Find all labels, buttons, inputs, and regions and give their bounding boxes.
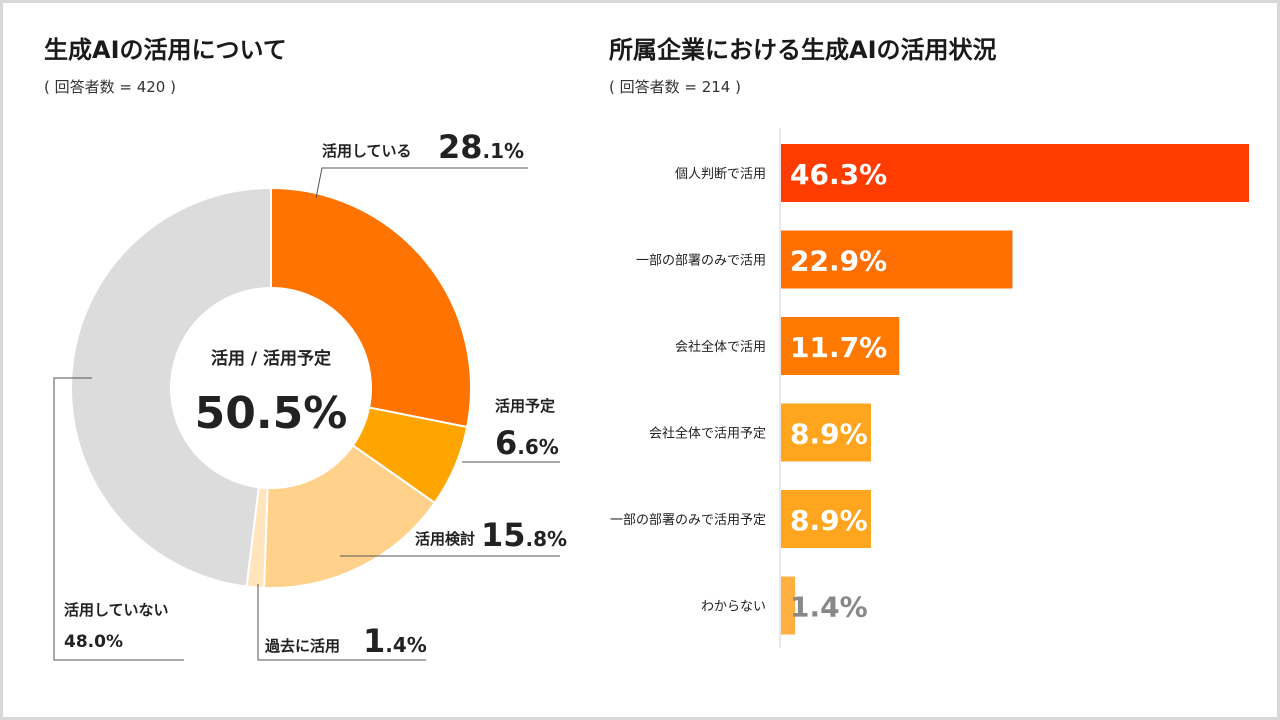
slice-value-4: 48.0% [64, 632, 123, 652]
right-chart-title: 所属企業における生成AIの活用状況 [609, 36, 997, 64]
slice-value-1: 6.6% [495, 424, 559, 462]
bar-value-label-0: 46.3% [790, 158, 887, 191]
slice-value-2: 15.8% [481, 516, 567, 554]
slice-label-3: 過去に活用 [264, 637, 340, 655]
bar-category-label-5: わからない [701, 600, 766, 615]
slice-label-2: 活用検討 [415, 530, 475, 548]
bar-5 [781, 576, 796, 635]
bar-value-label-4: 8.9% [790, 504, 868, 537]
bar-value-label-5: 1.4% [790, 591, 868, 624]
bar-category-label-0: 個人判断で活用 [675, 167, 766, 182]
donut-chart: 活用 / 活用予定 50.5% 活用している 28.1% 活用予定 6.6% 活用検討 15.… [53, 128, 567, 661]
left-chart-title: 生成AIの活用について [44, 36, 287, 64]
slice-value-3: 1.4% [363, 622, 427, 660]
bar-0 [781, 144, 1249, 202]
bar-2 [781, 317, 900, 375]
leader-line-0 [315, 167, 528, 199]
bar-value-label-2: 11.7% [790, 331, 887, 364]
bar-category-label-1: 一部の部署のみで活用 [636, 254, 766, 269]
bar-1 [781, 230, 1013, 289]
leader-line-4 [53, 377, 184, 661]
leader-line-3 [257, 584, 426, 661]
donut-slice-4 [69, 186, 272, 588]
slice-label-0: 活用している [322, 142, 412, 160]
left-respondents: ( 回答者数 = 420 ) [44, 78, 176, 96]
bar-value-label-1: 22.9% [790, 245, 887, 278]
bar-category-label-2: 会社全体で活用 [675, 339, 766, 355]
donut-slice-0 [270, 186, 472, 429]
bar-3 [781, 403, 871, 462]
donut-center-value: 50.5% [195, 388, 348, 439]
donut-center-label: 活用 / 活用予定 [211, 348, 331, 369]
slice-label-1: 活用予定 [495, 397, 555, 415]
bar-4 [781, 490, 871, 548]
bar-category-label-3: 会社全体で活用予定 [649, 426, 766, 442]
right-respondents: ( 回答者数 = 214 ) [609, 78, 741, 96]
slice-value-0: 28.1% [438, 128, 524, 166]
donut-slice-2 [263, 444, 437, 589]
bar-value-label-3: 8.9% [790, 418, 868, 451]
bar-category-label-4: 一部の部署のみで活用予定 [610, 513, 766, 528]
slice-label-4: 活用していない [64, 601, 169, 619]
